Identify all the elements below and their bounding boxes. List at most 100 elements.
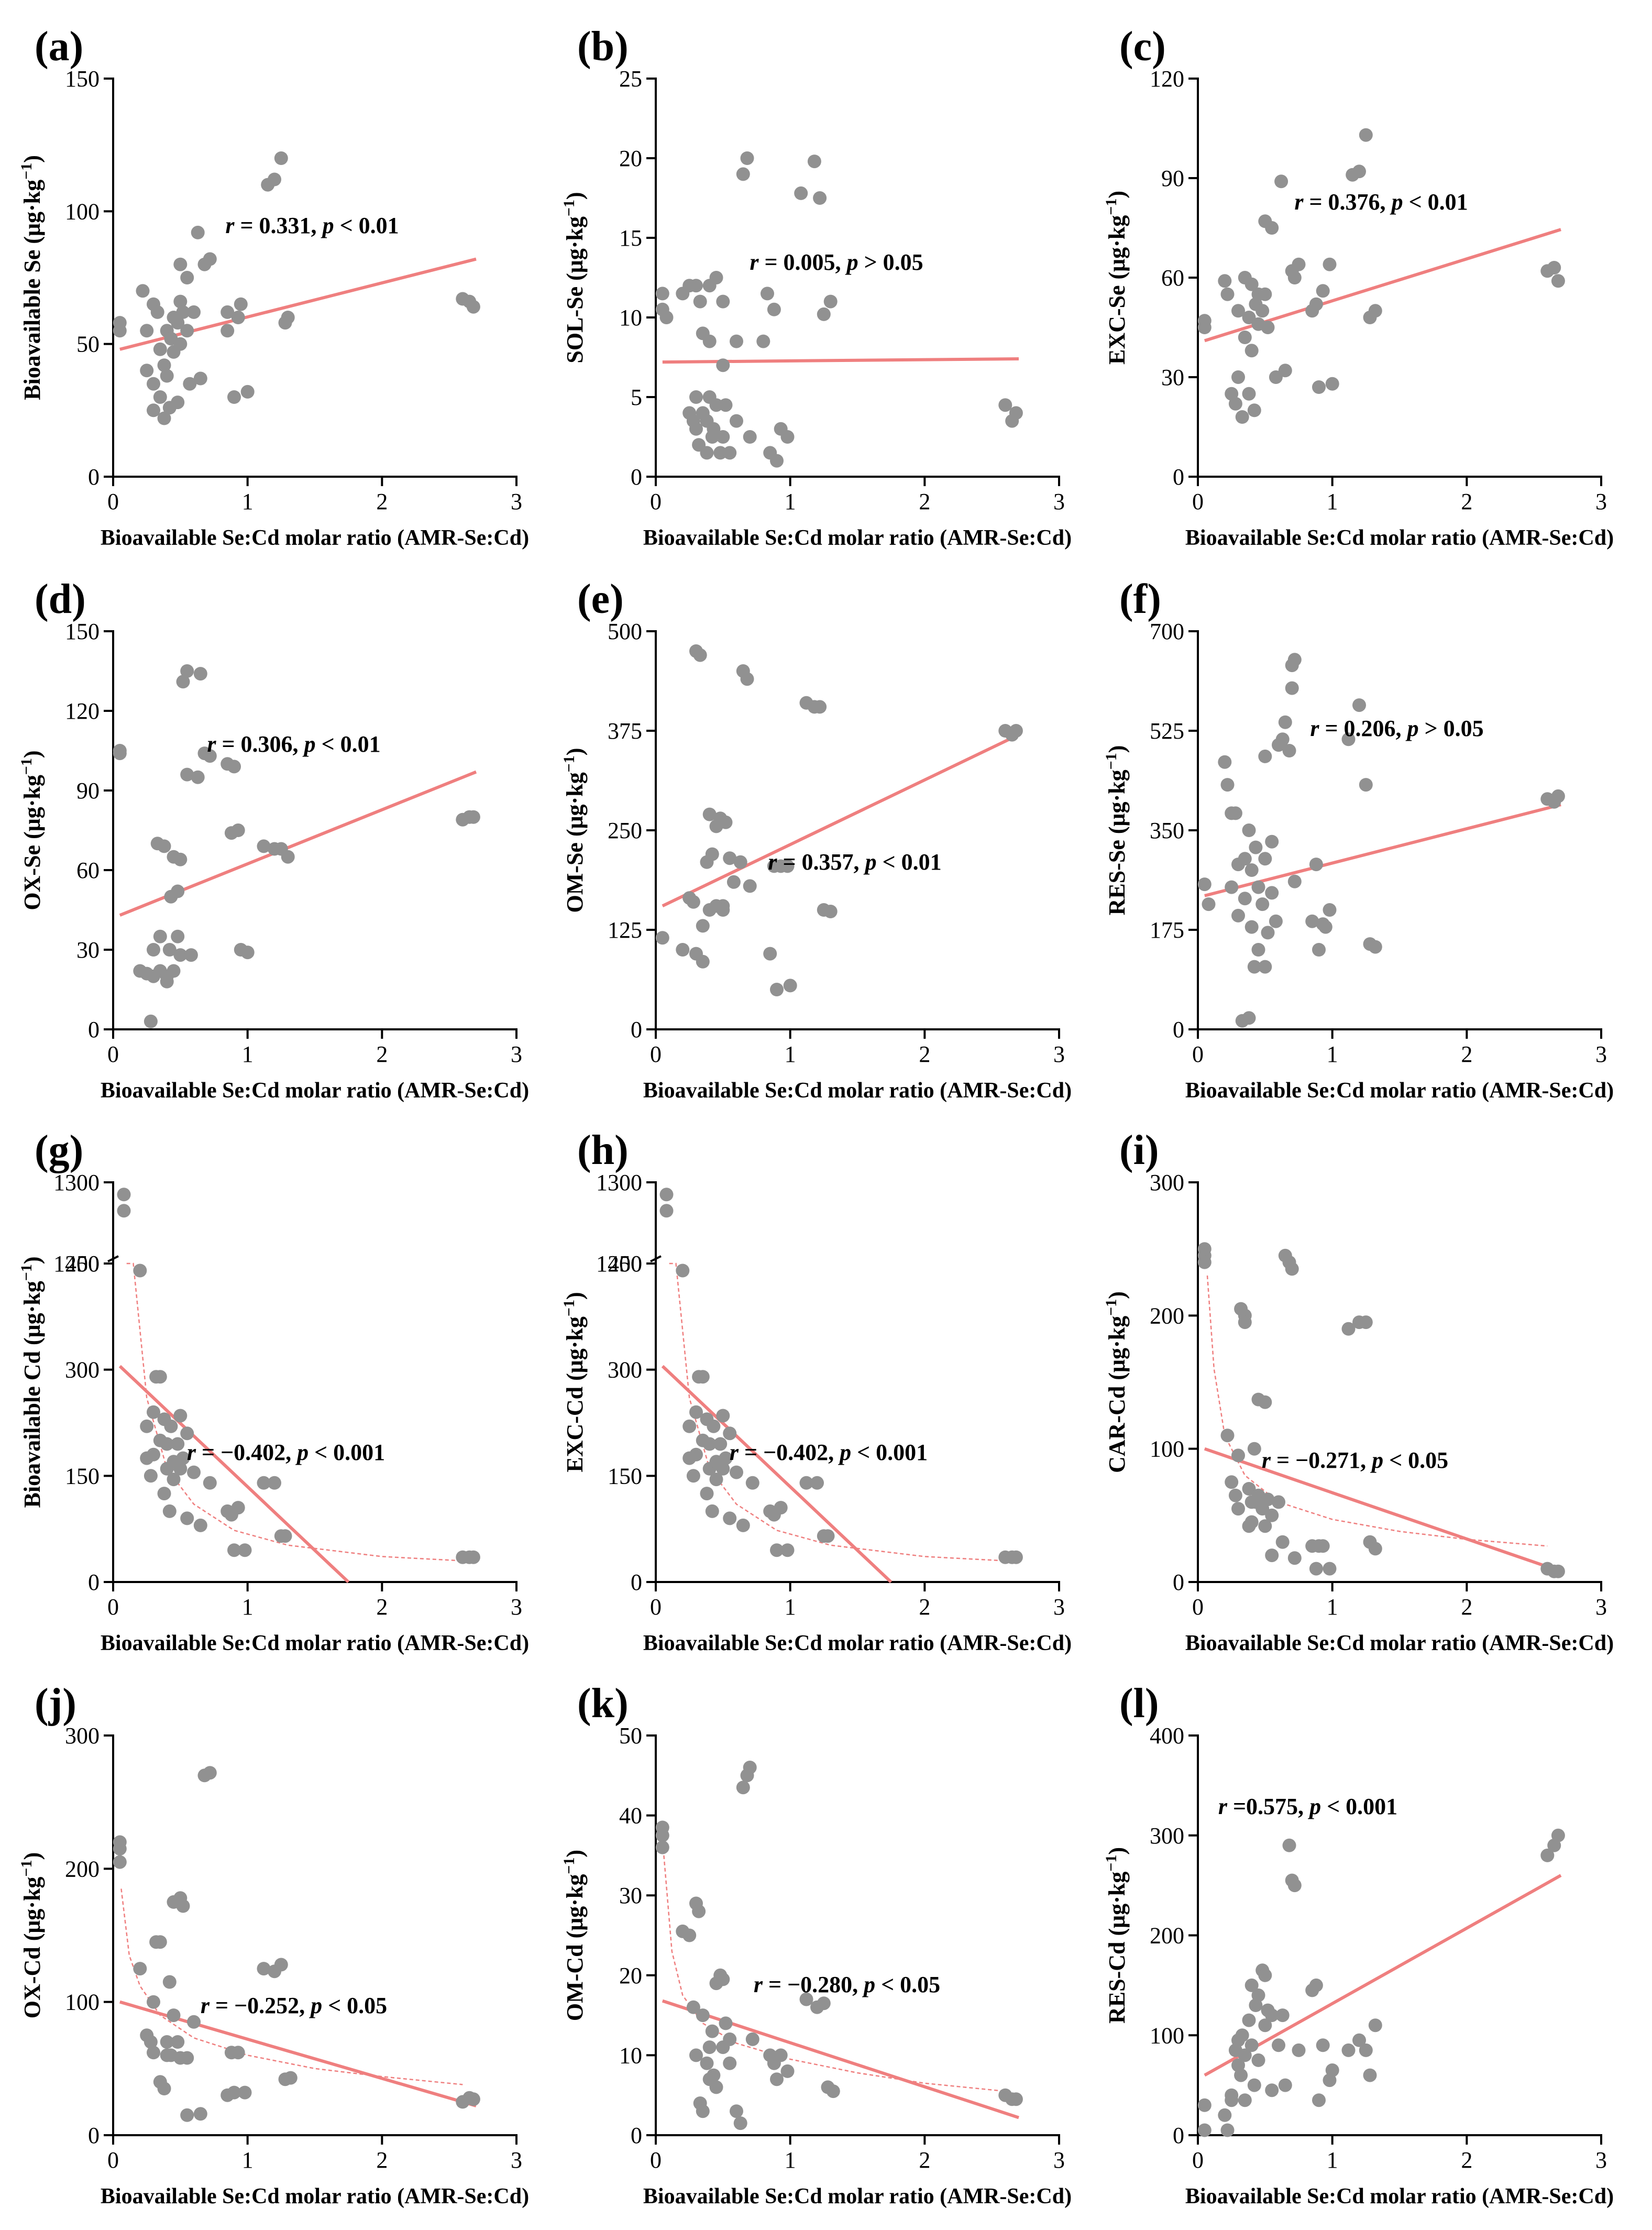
data-point bbox=[274, 151, 288, 165]
data-point bbox=[707, 1419, 721, 1433]
data-point bbox=[133, 1264, 147, 1278]
data-point bbox=[180, 664, 194, 678]
data-point bbox=[709, 1473, 723, 1487]
data-point bbox=[821, 1529, 835, 1543]
data-point bbox=[689, 390, 703, 404]
data-point bbox=[716, 1972, 730, 1986]
y-axis-label: SOL-Se (μg·kg−1) bbox=[560, 192, 588, 363]
data-point bbox=[655, 1828, 669, 1842]
x-axis-label: Bioavailable Se:Cd molar ratio (AMR-Se:C… bbox=[643, 1079, 1072, 1103]
y-axis-label: OX-Cd (μg·kg−1) bbox=[18, 1852, 46, 2018]
data-point bbox=[144, 2035, 158, 2049]
data-point bbox=[173, 852, 188, 866]
y-tick-label: 175 bbox=[1150, 917, 1184, 943]
data-point bbox=[180, 1426, 194, 1441]
data-point bbox=[770, 1543, 784, 1557]
data-point bbox=[167, 2008, 181, 2023]
data-point bbox=[173, 337, 188, 351]
y-tick-label: 1200 bbox=[596, 1251, 642, 1277]
data-point bbox=[1368, 304, 1382, 318]
data-point bbox=[144, 1469, 158, 1483]
data-point bbox=[1231, 1448, 1245, 1463]
data-point bbox=[187, 2015, 201, 2029]
x-tick-label: 2 bbox=[1461, 489, 1472, 514]
data-point bbox=[705, 2024, 719, 2038]
data-point bbox=[1551, 1564, 1565, 1578]
data-point bbox=[743, 1761, 757, 1774]
data-point bbox=[173, 257, 188, 271]
data-point bbox=[1275, 2008, 1290, 2023]
y-tick-label: 5 bbox=[631, 385, 642, 410]
x-tick-label: 2 bbox=[376, 2147, 388, 2173]
data-point bbox=[1274, 174, 1288, 189]
data-point bbox=[659, 311, 674, 324]
data-point bbox=[1359, 128, 1373, 142]
x-axis-label: Bioavailable Se:Cd molar ratio (AMR-Se:C… bbox=[101, 2184, 529, 2209]
data-point bbox=[1228, 397, 1242, 411]
data-point bbox=[1247, 403, 1261, 418]
data-point bbox=[1258, 1968, 1272, 1982]
data-point bbox=[203, 1766, 217, 1780]
data-point bbox=[740, 151, 754, 165]
data-point bbox=[180, 324, 194, 338]
data-point bbox=[157, 411, 171, 425]
data-point bbox=[1261, 1492, 1275, 1507]
data-point bbox=[1242, 2013, 1256, 2027]
y-tick-label: 525 bbox=[1150, 718, 1184, 744]
data-point bbox=[1242, 1482, 1256, 1496]
data-point bbox=[231, 823, 245, 837]
data-point bbox=[140, 324, 154, 338]
data-point bbox=[713, 446, 728, 460]
data-point bbox=[1278, 364, 1292, 378]
data-point bbox=[173, 948, 188, 962]
data-point bbox=[998, 398, 1012, 412]
data-point bbox=[707, 2068, 721, 2082]
data-point bbox=[1265, 221, 1279, 235]
data-point bbox=[183, 377, 197, 391]
data-point bbox=[756, 334, 770, 348]
y-tick-label: 250 bbox=[608, 818, 642, 843]
data-point bbox=[1197, 2123, 1212, 2137]
data-point bbox=[1009, 406, 1023, 420]
regression-line bbox=[119, 257, 477, 351]
data-point bbox=[1305, 914, 1319, 928]
data-point bbox=[1225, 1475, 1239, 1489]
data-point bbox=[716, 358, 730, 372]
data-point bbox=[187, 305, 201, 319]
y-tick-label: 100 bbox=[65, 1990, 100, 2015]
y-axis-label: OM-Se (μg·kg−1) bbox=[560, 748, 588, 913]
x-tick-label: 0 bbox=[1192, 1594, 1204, 1620]
data-point bbox=[147, 1447, 160, 1462]
data-point bbox=[1323, 1562, 1337, 1576]
data-point bbox=[696, 2104, 710, 2118]
y-tick-label: 150 bbox=[608, 1463, 642, 1489]
panel-label: (b) bbox=[577, 24, 629, 70]
regression-line bbox=[1204, 1874, 1562, 2077]
data-point bbox=[1359, 1315, 1373, 1330]
data-point bbox=[1238, 2048, 1252, 2062]
data-point bbox=[719, 2016, 733, 2030]
data-point bbox=[268, 1476, 281, 1490]
panel-label: (j) bbox=[35, 1680, 76, 1727]
data-point bbox=[723, 1511, 737, 1525]
data-point bbox=[1265, 2083, 1279, 2097]
data-point bbox=[193, 667, 207, 681]
data-point bbox=[1220, 778, 1235, 792]
x-tick-label: 2 bbox=[1461, 1041, 1472, 1067]
y-tick-label: 50 bbox=[76, 332, 100, 357]
data-point bbox=[719, 398, 733, 412]
y-tick-label: 30 bbox=[619, 1883, 642, 1908]
data-point bbox=[686, 895, 700, 909]
x-tick-label: 1 bbox=[785, 1594, 796, 1620]
data-point bbox=[1341, 2043, 1356, 2057]
data-point bbox=[144, 1014, 158, 1028]
data-point bbox=[719, 815, 733, 829]
x-tick-label: 2 bbox=[919, 2147, 930, 2173]
data-point bbox=[1218, 755, 1232, 769]
y-axis-label: CAR-Cd (μg·kg−1) bbox=[1103, 1291, 1130, 1473]
data-point bbox=[807, 155, 821, 169]
data-point bbox=[1247, 2078, 1261, 2092]
data-point bbox=[147, 403, 160, 418]
